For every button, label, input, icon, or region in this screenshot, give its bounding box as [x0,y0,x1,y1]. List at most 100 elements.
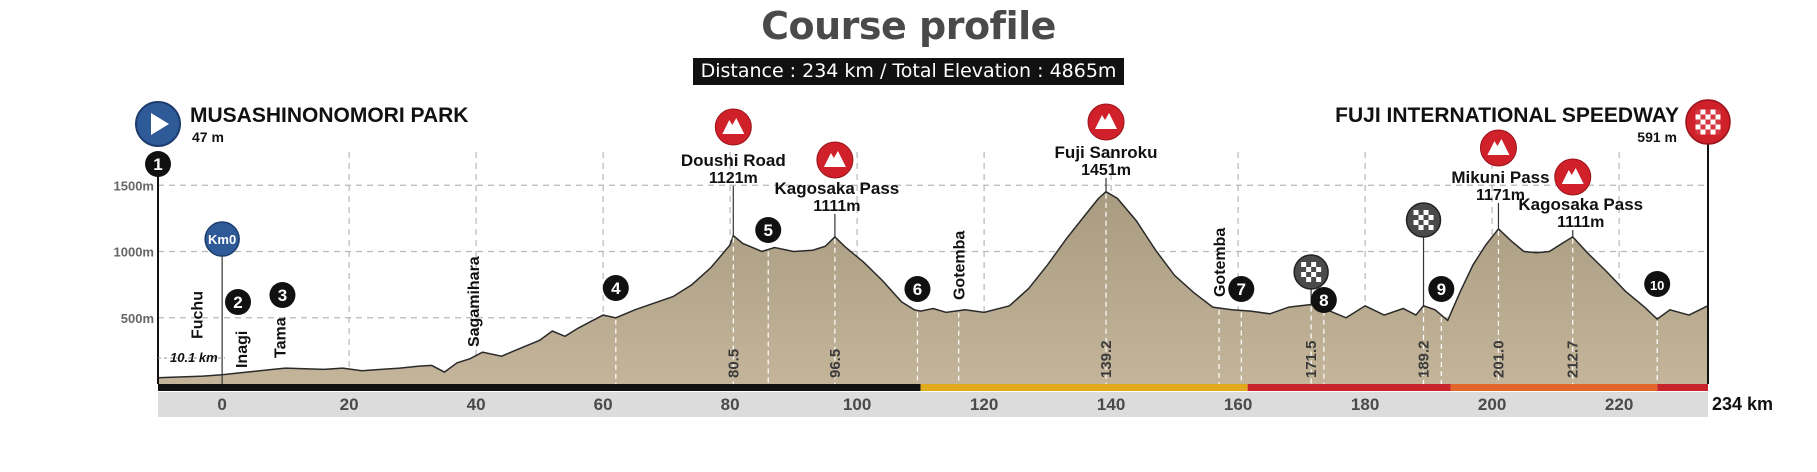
climb-elevation: 1121m [709,170,758,187]
finish-check [1715,119,1721,125]
finish-check [1695,109,1701,115]
elevation-area [158,191,1708,384]
finish-check [1700,119,1706,125]
climb-name: Mikuni Pass [1451,168,1549,187]
x-end-label: 234 km [1712,394,1773,414]
distance-label: 10.1 km [170,350,218,365]
finish-check [1710,109,1716,115]
elevation-line [157,190,1709,379]
place-name: Inagi [234,331,251,368]
x-tick-label: 200 [1478,395,1506,414]
finish-check [1710,124,1716,130]
finish-icon [1685,99,1731,145]
sprint-check [1423,210,1429,215]
place-name: Sagamihara [466,256,483,347]
play-icon [151,113,169,135]
finish-check [1705,119,1711,125]
climb-name: Kagosaka Pass [1518,195,1643,214]
sector-bar [920,384,1248,391]
place-name: Gotemba [952,231,969,300]
km-marker-label: 80.5 [725,349,742,378]
sector-bar [1247,384,1451,391]
course-subtitle: Distance : 234 km / Total Elevation : 48… [692,58,1125,85]
km0-label: Km0 [208,232,236,247]
finish-elevation: 591 m [1637,129,1677,145]
km-marker-label: 212.7 [1565,340,1582,378]
finish-check [1700,114,1706,120]
start-elevation: 47 m [192,129,224,145]
waypoint-label: 9 [1437,280,1446,299]
waypoint-label: 8 [1319,291,1328,310]
finish-check [1695,114,1701,120]
finish-check [1700,109,1706,115]
start-name: MUSASHINONOMORI PARK [190,104,468,127]
finish-check [1710,129,1716,135]
finish-check [1705,114,1711,120]
x-tick-label: 20 [340,395,359,414]
waypoint-marker [1428,276,1455,302]
y-tick-label: 1500m [114,178,154,193]
finish-check [1695,129,1701,135]
climb-elevation: 1171m [1476,187,1525,204]
sprint-check [1306,277,1312,282]
x-tick-label: 180 [1351,395,1379,414]
waypoint-marker [755,217,782,243]
waypoint-marker [602,275,629,301]
climb-name: Doushi Road [681,151,786,170]
waypoint-marker [269,282,296,308]
climb-elevation: 1451m [1081,162,1131,179]
waypoint-label: 2 [233,293,242,312]
sprint-check [1301,272,1307,277]
finish-check [1715,109,1721,115]
sprint-check [1311,262,1317,267]
sprint-check [1306,267,1312,272]
km-marker-label: 189.2 [1416,340,1433,378]
sprint-check [1418,225,1424,230]
finish-check [1710,114,1716,120]
waypoint-label: 7 [1237,280,1246,299]
waypoint-label: 3 [278,286,287,305]
waypoint-label: 6 [913,280,922,299]
waypoint-label: 4 [611,279,621,298]
finish-check [1705,109,1711,115]
climb-elevation: 1111m [813,198,860,215]
km-marker-label: 201.0 [1490,340,1507,378]
x-tick-label: 80 [721,395,740,414]
peak-icon [823,151,846,167]
place-name: Gotemba [1212,228,1229,297]
finish-check [1710,119,1716,125]
subtitle-wrap: Distance : 234 km / Total Elevation : 48… [0,58,1817,85]
place-name: Tama [272,317,289,358]
waypoint-marker [1310,287,1337,313]
peak-icon [722,118,745,134]
sector-bar [158,384,921,391]
peak-icon [1561,168,1584,184]
waypoint-label: 10 [1650,278,1664,293]
sprint-check [1316,277,1322,282]
waypoint-label: 1 [153,155,162,174]
y-tick-label: 1000m [114,245,154,260]
x-tick-label: 40 [467,395,486,414]
x-tick-label: 60 [594,395,613,414]
y-tick-label: 500m [121,311,154,326]
place-name: Fuchu [190,291,207,339]
x-tick-label: 140 [1097,395,1125,414]
sector-bar [1450,384,1658,391]
finish-name: FUJI INTERNATIONAL SPEEDWAY [1335,104,1679,127]
finish-check [1715,124,1721,130]
climb-name: Fuji Sanroku [1055,143,1158,162]
sprint-check [1423,220,1429,225]
sprint-check [1316,267,1322,272]
finish-check [1715,129,1721,135]
waypoint-marker [225,289,252,315]
peak-icon [1095,113,1118,129]
finish-check [1700,129,1706,135]
sprint-check [1301,262,1307,267]
x-tick-label: 120 [970,395,998,414]
km0-icon [204,221,240,257]
waypoint-marker [1644,271,1671,297]
finish-check [1695,124,1701,130]
finish-check [1705,129,1711,135]
x-tick-label: 220 [1605,395,1633,414]
